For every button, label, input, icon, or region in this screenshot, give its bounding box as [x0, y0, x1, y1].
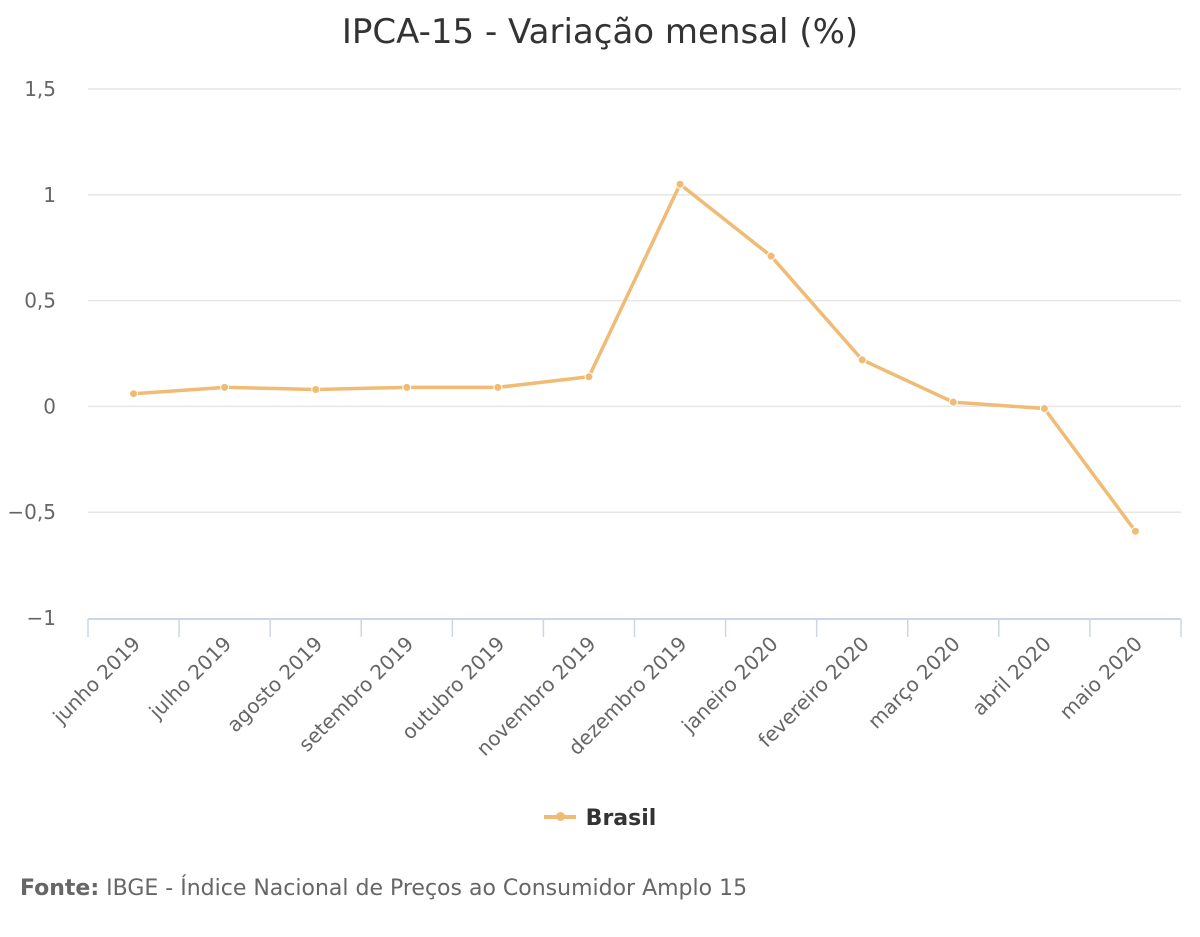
x-tick-label: maio 2020: [1055, 632, 1147, 724]
x-tick-label: junho 2019: [47, 632, 145, 730]
data-point[interactable]: [857, 355, 867, 365]
source-credits: Fonte: IBGE - Índice Nacional de Preços …: [20, 876, 747, 901]
legend-swatch-brasil: [543, 812, 576, 821]
data-point[interactable]: [402, 382, 412, 392]
data-point[interactable]: [311, 384, 321, 394]
x-tick-label: março 2020: [863, 632, 965, 734]
data-point[interactable]: [675, 179, 685, 189]
data-point[interactable]: [1130, 526, 1140, 536]
data-point[interactable]: [1039, 404, 1049, 414]
y-tick-label: −0,5: [7, 500, 56, 524]
credits-lead: Fonte:: [20, 876, 100, 901]
y-tick-label: 1: [43, 183, 56, 207]
legend[interactable]: Brasil: [0, 806, 1200, 831]
legend-label-brasil: Brasil: [585, 806, 657, 831]
y-tick-label: 0,5: [24, 289, 56, 313]
x-tick-label: julho 2019: [144, 632, 237, 725]
series-line: [131, 182, 1138, 533]
credits-text: IBGE - Índice Nacional de Preços ao Cons…: [99, 876, 748, 901]
data-point[interactable]: [584, 372, 594, 382]
y-tick-label: 1,5: [24, 77, 56, 101]
data-point[interactable]: [948, 397, 958, 407]
data-point[interactable]: [220, 382, 230, 392]
y-tick-label: 0: [43, 394, 56, 418]
x-tick-label: abril 2020: [967, 632, 1056, 721]
data-point[interactable]: [493, 382, 503, 392]
y-tick-label: −1: [27, 606, 56, 630]
data-point[interactable]: [129, 389, 139, 399]
chart-title: IPCA-15 - Variação mensal (%): [341, 12, 859, 52]
data-point[interactable]: [766, 251, 776, 261]
